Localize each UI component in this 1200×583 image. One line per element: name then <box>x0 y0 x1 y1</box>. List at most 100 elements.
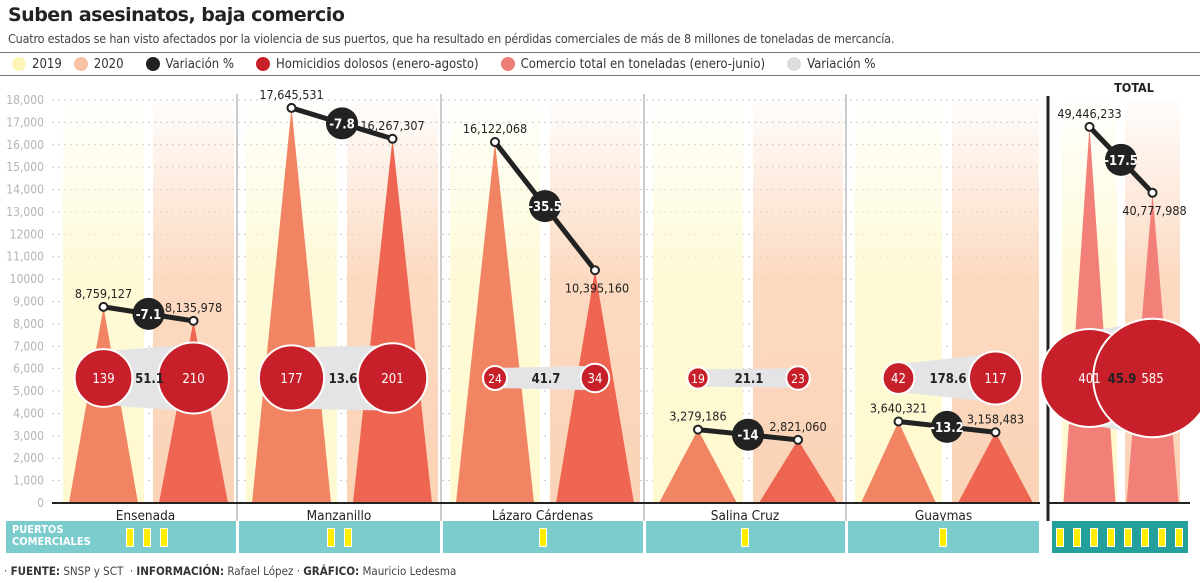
homicide-variation-label: 178.6 <box>930 372 967 387</box>
trade-triangle-2020 <box>353 138 432 503</box>
trade-2019-label: 3,279,186 <box>669 409 726 424</box>
legend-label: Comercio total en toneladas (enero-junio… <box>520 56 766 72</box>
legend-swatch <box>500 57 515 71</box>
homicide-2019-label: 24 <box>488 372 502 386</box>
homicide-circle-2020 <box>579 362 611 394</box>
homicide-circle-2019 <box>481 364 509 392</box>
homicide-2019-label: 19 <box>691 372 705 386</box>
port-icon <box>1124 528 1132 547</box>
port-icon <box>160 528 168 547</box>
y-tick-label: 6,000 <box>13 362 44 376</box>
trade-point-2020 <box>990 427 1001 438</box>
legend-swatch <box>73 57 88 71</box>
port-icon <box>143 528 151 547</box>
legend-item-trade: Comercio total en toneladas (enero-junio… <box>500 56 766 72</box>
y-tick-label: 4,000 <box>13 406 44 420</box>
trade-point-2019 <box>98 301 109 312</box>
trade-variation-label: -7.8 <box>329 117 355 132</box>
homicide-variation-band <box>698 368 798 388</box>
ports-label-line2: COMERCIALES <box>12 535 91 548</box>
trade-variation-label: -35.5 <box>528 200 562 215</box>
homicide-2019-label: 42 <box>891 372 906 387</box>
homicide-circle-2020 <box>785 365 811 391</box>
category-label: Lázaro Cárdenas <box>492 508 593 521</box>
trade-2020-label: 10,395,160 <box>565 280 629 295</box>
trade-variation-label: -14 <box>737 429 758 444</box>
y-tick-label: 0 <box>37 496 44 510</box>
y-tick-label: 9,000 <box>13 295 44 309</box>
port-icon <box>1090 528 1098 547</box>
legend-swatch <box>12 57 26 71</box>
homicide-circle-2019 <box>686 366 710 390</box>
trade-variation-circle <box>529 190 561 223</box>
source: SNSP y SCT <box>63 564 124 578</box>
homicide-2019-label: 401 <box>1078 372 1100 387</box>
ports-box: PUERTOS COMERCIALES <box>6 521 236 553</box>
trade-2019-label: 3,640,321 <box>870 400 927 415</box>
legend-swatch <box>787 57 802 71</box>
trade-2020-label: 2,821,060 <box>769 419 826 434</box>
homicide-2019-label: 177 <box>280 372 302 387</box>
trade-variation-circle <box>326 107 358 140</box>
legend-label: 2019 <box>32 56 62 72</box>
credits: · FUENTE: SNSP y SCT · INFORMACIÓN: Rafa… <box>4 564 457 578</box>
trade-point-2020 <box>793 434 803 445</box>
trade-2019-label: 17,645,531 <box>259 87 323 102</box>
homicide-2020-label: 34 <box>588 372 603 387</box>
trade-point-2019 <box>490 137 500 148</box>
ports-box <box>443 521 643 553</box>
chart-subtitle: Cuatro estados se han visto afectados po… <box>8 31 895 46</box>
y-tick-label: 3,000 <box>13 429 44 443</box>
trade-point-2020 <box>188 315 199 326</box>
homicide-circle-2019 <box>257 344 326 412</box>
ports-box <box>646 521 845 553</box>
graphic-label: GRÁFICO: <box>303 564 360 578</box>
trade-variation-circle <box>732 418 764 451</box>
trade-point-2020 <box>1147 187 1158 198</box>
trade-triangle-2020 <box>958 432 1033 503</box>
y-tick-label: 10000 <box>10 272 44 286</box>
homicide-2019-label: 139 <box>92 372 114 387</box>
legend: 2019 2020 Variación % Homicidios dolosos… <box>0 52 1200 76</box>
y-tick-label: 8,000 <box>13 317 44 331</box>
y-tick-label: 17,000 <box>6 115 44 129</box>
trade-2020-label: 40,777,988 <box>1122 203 1186 218</box>
port-icon <box>741 528 749 547</box>
graphic-author: Mauricio Ledesma <box>362 564 457 578</box>
y-tick-label: 16,000 <box>6 138 44 152</box>
legend-item-homicides: Homicidios dolosos (enero-agosto) <box>255 56 479 72</box>
y-tick-label: 12000 <box>10 227 44 241</box>
homicide-circle-2020 <box>1092 317 1200 439</box>
homicide-circle-2020 <box>356 342 429 414</box>
homicide-2020-label: 23 <box>791 372 805 386</box>
ports-label-line1: PUERTOS <box>12 523 64 536</box>
legend-label: Variación % <box>807 56 876 72</box>
homicide-variation-label: 45.9 <box>1108 372 1137 387</box>
trade-variation-circle <box>1105 143 1137 176</box>
homicide-variation-band <box>495 365 595 391</box>
port-icon <box>1107 528 1115 547</box>
trade-triangle-2019 <box>659 429 737 503</box>
category-label: Manzanillo <box>307 508 372 521</box>
trade-point-2020 <box>387 133 398 144</box>
category-label: Guaymas <box>915 508 972 521</box>
homicide-variation-label: 51.1 <box>135 372 164 387</box>
trade-2020-label: 8,135,978 <box>165 300 222 315</box>
legend-label: Variación % <box>165 56 234 72</box>
legend-label: Homicidios dolosos (enero-agosto) <box>275 56 479 72</box>
port-icon <box>939 528 947 547</box>
homicide-circle-2019 <box>881 361 916 395</box>
y-tick-label: 7,000 <box>13 339 44 353</box>
y-tick-label: 5,000 <box>13 384 44 398</box>
homicide-variation-label: 13.6 <box>329 372 358 387</box>
y-tick-label: 18,000 <box>6 93 44 107</box>
trade-2019-label: 8,759,127 <box>75 286 132 301</box>
chart-canvas: 0 1,000 2,000 3,000 4,000 5,000 6,000 7,000 8,00… <box>6 80 1200 521</box>
homicide-2020-label: 201 <box>381 372 403 387</box>
info-label: INFORMACIÓN: <box>136 564 225 578</box>
trade-variation-circle <box>931 410 963 443</box>
trade-variation-label: -13.2 <box>930 421 964 436</box>
homicide-variation-label: 21.1 <box>735 372 764 387</box>
homicide-variation-label: 41.7 <box>532 372 561 387</box>
ports-row: PUERTOS COMERCIALES <box>0 521 1200 553</box>
